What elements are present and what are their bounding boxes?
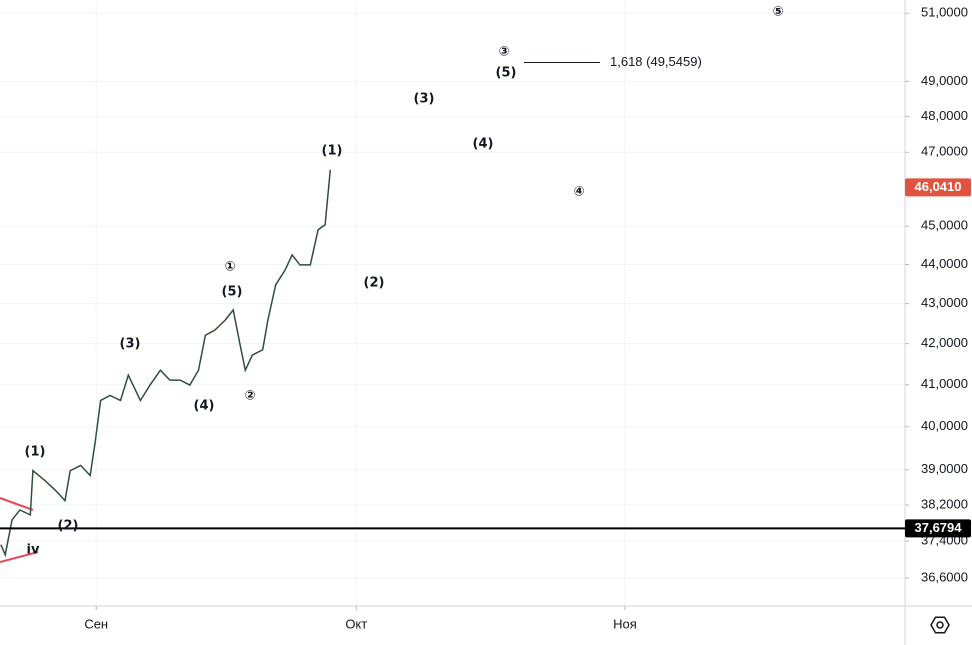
wave-label: (3) [414, 92, 435, 107]
grid: 36,600037,400038,200039,000040,000041,00… [0, 0, 968, 631]
wave-label: ① [224, 260, 235, 275]
wave-label: (2) [364, 276, 385, 291]
x-tick-label: Ноя [613, 616, 637, 631]
wave-labels: (1) (2) iv (3) (4) ① (5) ② (1) (2) (3) (4) ③ (5) ④ ⑤ [25, 5, 784, 558]
y-tick-label: 42,0000 [921, 335, 968, 350]
wave-label: ④ [573, 185, 584, 200]
wave-label: ② [244, 389, 255, 404]
x-tick-label: Сен [84, 616, 108, 631]
wave-label: iv [27, 543, 40, 558]
wave-label: (4) [473, 137, 494, 152]
settings-icon[interactable] [930, 616, 950, 634]
fib-label: 1,618 (49,5459) [610, 54, 702, 69]
wave-label: ⑤ [772, 5, 783, 20]
x-tick-label: Окт [345, 616, 367, 631]
wave-label: (5) [222, 285, 243, 300]
price-label-box [905, 519, 971, 538]
wave-label: (5) [496, 66, 517, 81]
wedge-line [0, 551, 39, 563]
y-tick-label: 47,0000 [921, 144, 968, 159]
price-label-box [905, 178, 971, 197]
plot: 1,618 (49,5459) 46,0410 37,6794 [0, 54, 971, 558]
wave-label: (3) [120, 337, 141, 352]
wave-label: (2) [58, 519, 79, 534]
y-tick-label: 39,0000 [921, 461, 968, 476]
wave-label: (1) [322, 144, 343, 159]
price-label: 37,6794 [915, 520, 963, 535]
wave-label: ③ [498, 45, 509, 60]
y-tick-label: 48,0000 [921, 108, 968, 123]
price-line [0, 169, 332, 558]
y-tick-label: 40,0000 [921, 418, 968, 433]
y-tick-label: 41,0000 [921, 376, 968, 391]
wave-label: (4) [194, 399, 215, 414]
y-tick-label: 36,6000 [921, 569, 968, 584]
wedge-line [0, 497, 34, 511]
y-tick-label: 43,0000 [921, 295, 968, 310]
wave-label: (1) [25, 445, 46, 460]
y-tick-label: 49,0000 [921, 73, 968, 88]
settings-button[interactable] [930, 616, 950, 634]
y-tick-label: 51,0000 [921, 5, 968, 20]
y-tick-label: 44,0000 [921, 256, 968, 271]
settings-icon-center[interactable] [936, 621, 944, 629]
price-label: 46,0410 [915, 179, 962, 194]
y-tick-label: 45,0000 [921, 218, 968, 233]
y-tick-label: 38,2000 [921, 496, 968, 511]
